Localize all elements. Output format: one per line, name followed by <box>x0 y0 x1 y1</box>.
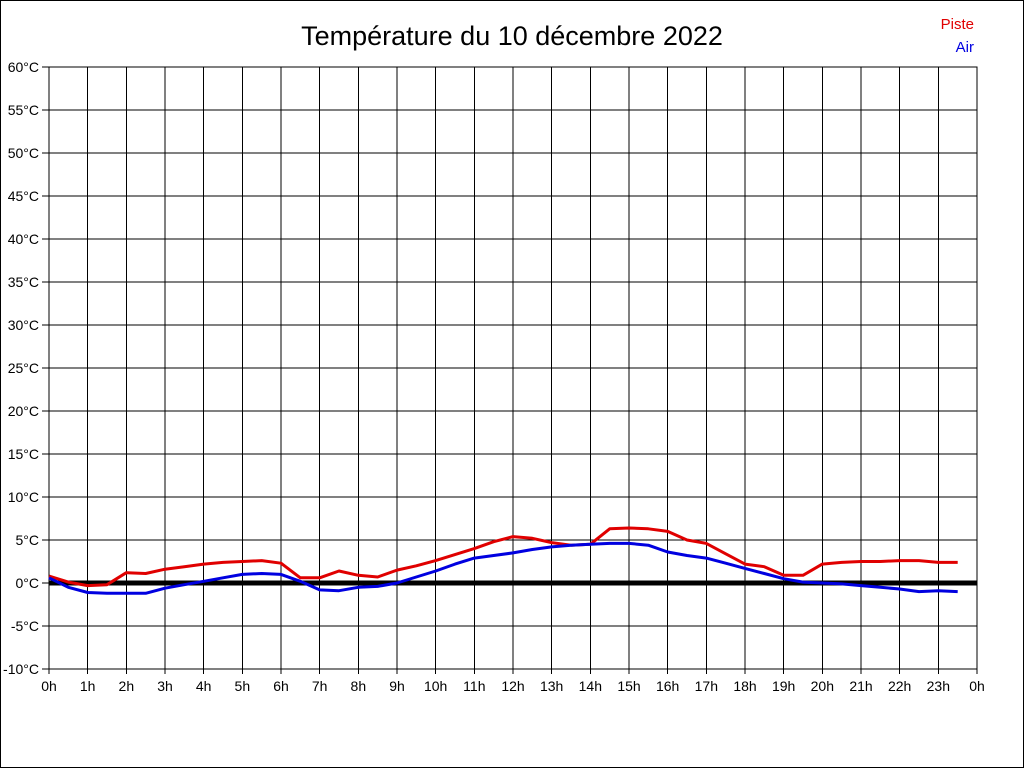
y-axis-tick-label: -10°C <box>3 661 39 677</box>
x-axis-tick-label: 7h <box>312 678 328 694</box>
x-axis-tick-label: 0h <box>41 678 57 694</box>
y-axis-tick-label: 60°C <box>8 59 39 75</box>
x-axis-tick-label: 15h <box>617 678 640 694</box>
chart-legend: Piste Air <box>941 13 974 59</box>
y-axis-tick-label: 15°C <box>8 446 39 462</box>
y-axis-tick-label: 20°C <box>8 403 39 419</box>
y-axis-tick-label: 0°C <box>16 575 40 591</box>
y-axis-tick-label: 50°C <box>8 145 39 161</box>
x-axis-tick-label: 12h <box>501 678 524 694</box>
x-axis-tick-label: 11h <box>463 678 485 694</box>
y-axis-tick-label: 30°C <box>8 317 39 333</box>
x-axis-tick-label: 8h <box>351 678 367 694</box>
x-axis-tick-label: 13h <box>540 678 563 694</box>
x-axis-tick-label: 5h <box>235 678 251 694</box>
x-axis-tick-label: 14h <box>579 678 602 694</box>
x-axis-tick-label: 0h <box>969 678 985 694</box>
y-axis-tick-label: 5°C <box>16 532 40 548</box>
y-axis-tick-label: 55°C <box>8 102 39 118</box>
x-axis-tick-label: 3h <box>157 678 173 694</box>
y-axis-tick-label: 40°C <box>8 231 39 247</box>
y-axis-tick-label: 25°C <box>8 360 39 376</box>
y-axis-tick-label: 35°C <box>8 274 39 290</box>
series-line-piste <box>48 526 958 588</box>
x-axis-tick-label: 21h <box>849 678 872 694</box>
y-axis-tick-label: 10°C <box>8 489 39 505</box>
x-axis-tick-label: 20h <box>811 678 834 694</box>
x-axis-tick-label: 16h <box>656 678 679 694</box>
y-axis-tick-label: 45°C <box>8 188 39 204</box>
x-axis-tick-label: 17h <box>695 678 718 694</box>
x-axis-tick-label: 6h <box>273 678 289 694</box>
x-axis-tick-label: 4h <box>196 678 212 694</box>
x-axis-tick-label: 1h <box>80 678 96 694</box>
x-axis-tick-label: 18h <box>733 678 756 694</box>
y-axis-tick-label: -5°C <box>11 618 39 634</box>
legend-item-piste: Piste <box>940 16 974 33</box>
x-axis-tick-label: 2h <box>119 678 135 694</box>
x-axis-tick-label: 9h <box>389 678 405 694</box>
plot-frame <box>48 66 978 670</box>
x-axis-tick-label: 23h <box>927 678 950 694</box>
x-axis-tick-label: 10h <box>424 678 447 694</box>
legend-item-air: Air <box>955 39 974 56</box>
chart-title: Température du 10 décembre 2022 <box>301 21 723 51</box>
x-axis-tick-label: 22h <box>888 678 911 694</box>
x-axis-tick-label: 19h <box>772 678 795 694</box>
series-line-air <box>48 541 958 595</box>
